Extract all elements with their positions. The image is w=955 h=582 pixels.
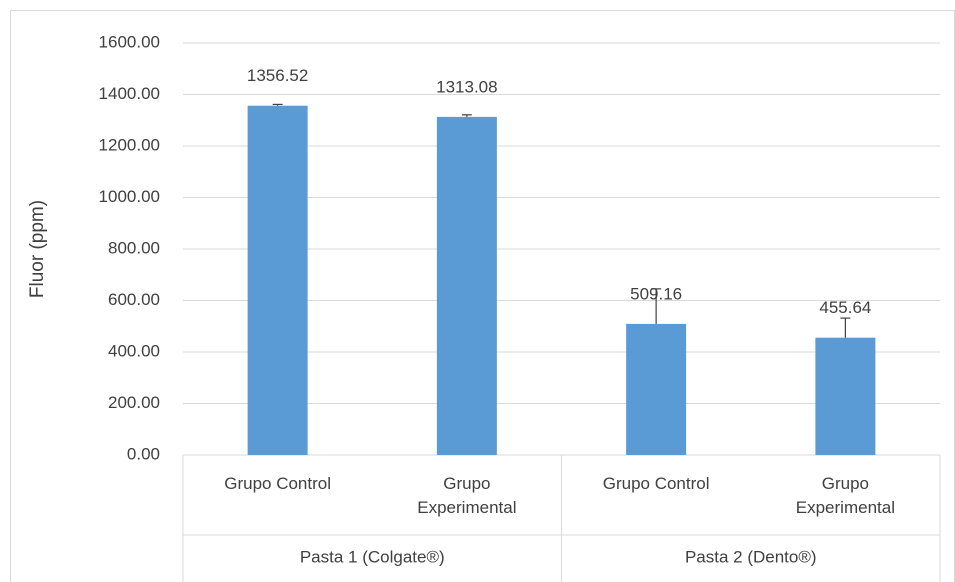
group-label: Pasta 2 (Dento®): [685, 547, 817, 566]
x-tick-label-box: Grupo Control: [224, 474, 332, 493]
y-tick-label: 1400.00: [99, 84, 160, 103]
x-tick-label-box: Grupo Experimental: [417, 474, 517, 517]
y-tick-label: 1600.00: [99, 32, 160, 51]
x-tick-label-box: Grupo Control: [602, 474, 710, 493]
y-tick-label: 400.00: [108, 341, 160, 360]
error-bar: [272, 103, 283, 106]
x-tick-label: Grupo Control: [224, 474, 332, 493]
group-label: Pasta 1 (Colgate®): [300, 547, 445, 566]
error-bar: [840, 317, 851, 338]
data-label: 509.16: [630, 284, 682, 303]
bar: [247, 105, 308, 455]
y-tick-label: 1200.00: [99, 135, 160, 154]
bar: [436, 116, 497, 455]
data-label: 455.64: [819, 298, 871, 317]
y-axis-label: Fluor (ppm): [27, 200, 48, 298]
y-tick-label: 600.00: [108, 290, 160, 309]
x-tick-label: Grupo Experimental: [417, 474, 517, 517]
error-bar: [461, 114, 472, 117]
y-tick-label: 200.00: [108, 393, 160, 412]
y-tick-label: 0.00: [127, 444, 160, 463]
data-label: 1313.08: [436, 77, 497, 96]
y-tick-label: 800.00: [108, 238, 160, 257]
x-tick-label: Grupo Experimental: [795, 474, 895, 517]
error-bar: [651, 288, 662, 324]
data-label: 1356.52: [247, 66, 308, 85]
bar: [815, 337, 876, 455]
y-tick-label: 1000.00: [99, 187, 160, 206]
x-tick-label-box: Grupo Experimental: [795, 474, 895, 517]
x-tick-label: Grupo Control: [602, 474, 710, 493]
bar: [626, 323, 687, 455]
